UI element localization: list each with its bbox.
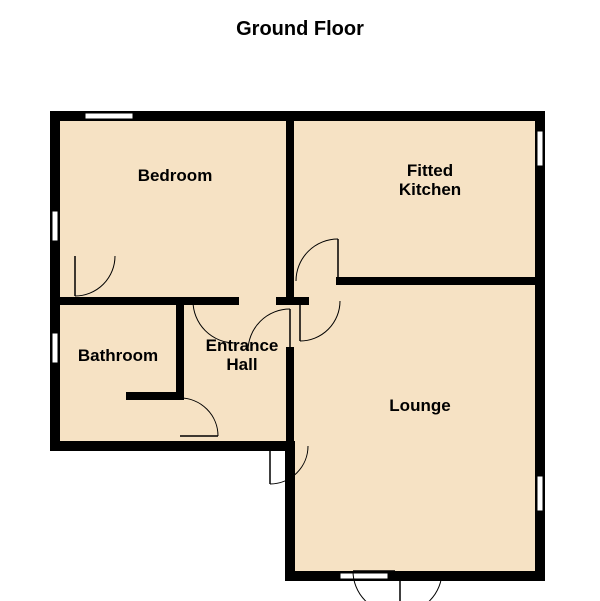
window — [85, 113, 133, 119]
room-label: Bedroom — [138, 166, 213, 185]
window — [52, 333, 58, 363]
room-label: Bathroom — [78, 346, 158, 365]
floorplan-canvas: BedroomFittedKitchenBathroomEntranceHall… — [0, 41, 600, 601]
floorplan-title: Ground Floor — [0, 0, 600, 41]
window — [537, 476, 543, 511]
window — [52, 211, 58, 241]
window — [340, 573, 388, 579]
room-label: FittedKitchen — [399, 161, 461, 199]
room-label: Lounge — [389, 396, 450, 415]
window — [537, 131, 543, 166]
